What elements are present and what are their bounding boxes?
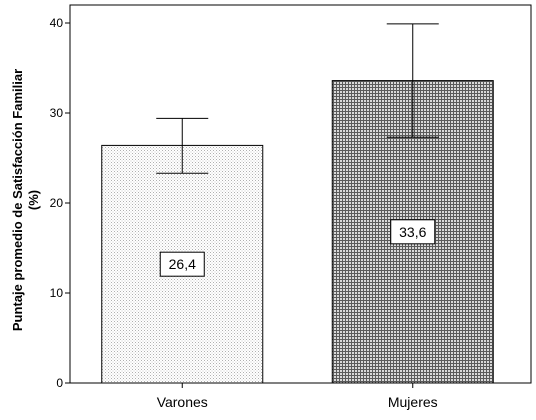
data-label-0: 26,4 — [169, 256, 196, 272]
y-axis: 0 10 20 30 40 — [50, 16, 70, 390]
y-tick-label-0: 0 — [56, 376, 63, 390]
y-axis-title-line2: (%) — [26, 190, 41, 210]
y-axis-title-line1: Puntaje promedio de Satisfacción Familia… — [10, 69, 25, 331]
data-label-box-0 — [159, 251, 205, 277]
plot-frame — [69, 4, 532, 384]
y-tick-label-3: 30 — [50, 106, 64, 120]
bars: 26,4 33,6 — [101, 23, 494, 384]
x-tick-label-0: Varones — [157, 394, 208, 410]
y-axis-title: Puntaje promedio de Satisfacción Familia… — [10, 69, 41, 331]
y-tick-label-2: 20 — [50, 196, 64, 210]
y-tick-label-1: 10 — [50, 286, 64, 300]
data-label-box-1 — [390, 219, 436, 245]
x-tick-label-1: Mujeres — [388, 394, 438, 410]
data-label-1: 33,6 — [399, 224, 426, 240]
x-axis: Varones Mujeres — [157, 383, 438, 410]
y-tick-label-4: 40 — [50, 16, 64, 30]
